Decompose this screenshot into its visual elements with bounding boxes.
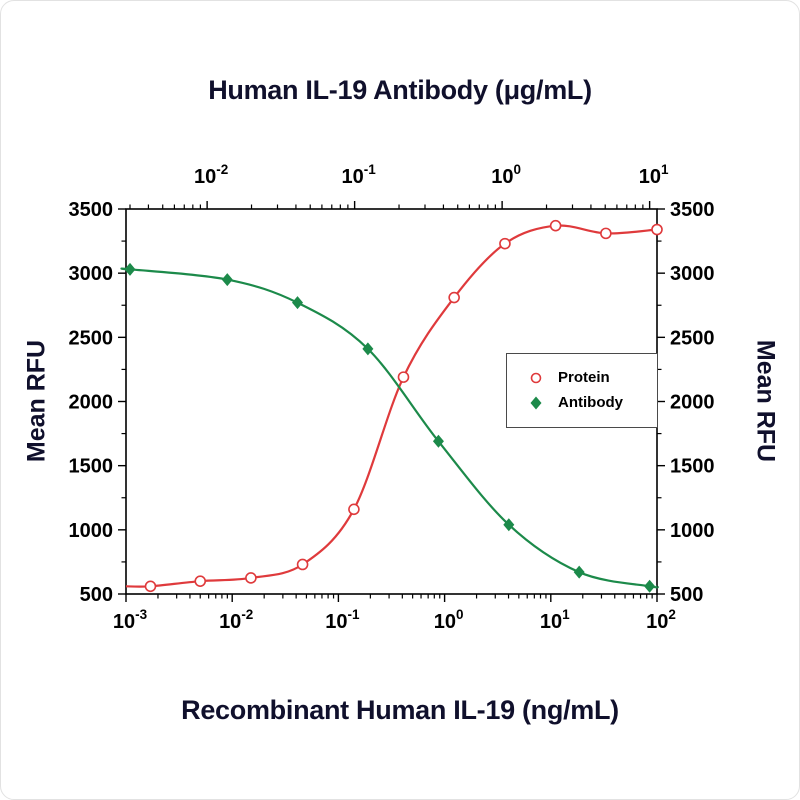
svg-text:10-3: 10-3 xyxy=(113,607,148,633)
antibody-curve xyxy=(120,267,659,589)
protein-data-point xyxy=(245,572,257,584)
antibody-data-point xyxy=(644,579,656,593)
top-axis-ticks: 10-2 10-1 100 101 xyxy=(129,162,669,209)
svg-text:2500: 2500 xyxy=(69,327,114,349)
svg-text:1000: 1000 xyxy=(670,520,715,542)
legend-rows: Protein Antibody xyxy=(507,369,657,412)
svg-text:500: 500 xyxy=(670,584,703,606)
bottom-axis-title: Recombinant Human IL-19 (ng/mL) xyxy=(181,695,619,725)
svg-text:10-2: 10-2 xyxy=(194,162,228,188)
svg-text:1500: 1500 xyxy=(69,456,114,478)
svg-text:3500: 3500 xyxy=(69,199,114,221)
protein-data-point xyxy=(194,575,207,587)
antibody-data-point xyxy=(124,262,136,276)
protein-data-point xyxy=(651,223,663,236)
svg-text:1500: 1500 xyxy=(670,456,715,478)
legend: Protein Antibody xyxy=(506,353,658,428)
svg-text:3500: 3500 xyxy=(670,199,715,221)
antibody-data-point xyxy=(503,518,515,532)
svg-text:101: 101 xyxy=(540,607,570,633)
legend-entry-antibody: Antibody xyxy=(527,394,657,412)
svg-text:3000: 3000 xyxy=(670,263,715,285)
antibody-data-point xyxy=(292,296,304,310)
svg-text:3000: 3000 xyxy=(69,263,114,285)
bottom-axis-ticks: 10-3 10-2 10-1 100 101 102 xyxy=(113,594,676,633)
filled-diamond-icon xyxy=(530,396,542,410)
series-antibody xyxy=(120,262,659,593)
svg-text:500: 500 xyxy=(80,584,113,606)
svg-text:101: 101 xyxy=(639,162,669,188)
protein-data-point xyxy=(600,227,612,240)
y-axis-ticks: 500 500 1000 1000 1500 1500 2000 2000 2500 2500 30… xyxy=(69,199,715,606)
antibody-data-point xyxy=(221,273,233,287)
svg-text:1000: 1000 xyxy=(69,520,114,542)
open-circle-icon xyxy=(530,372,542,384)
svg-text:10-1: 10-1 xyxy=(341,162,376,188)
protein-data-point xyxy=(397,371,410,383)
svg-text:10-2: 10-2 xyxy=(219,607,253,633)
svg-text:10-1: 10-1 xyxy=(325,607,360,633)
series-protein xyxy=(125,219,663,593)
protein-data-point xyxy=(499,237,511,250)
protein-data-point xyxy=(348,503,360,516)
svg-text:100: 100 xyxy=(491,162,521,188)
right-axis-title: Mean RFU xyxy=(751,339,780,463)
svg-text:2500: 2500 xyxy=(670,327,715,349)
antibody-data-point xyxy=(432,434,444,448)
protein-data-point xyxy=(448,291,460,304)
legend-label: Protein xyxy=(558,369,610,386)
antibody-data-point xyxy=(362,342,374,356)
legend-label: Antibody xyxy=(558,394,623,411)
svg-text:100: 100 xyxy=(434,607,464,633)
protein-data-point xyxy=(144,580,157,593)
top-axis-title: Human IL-19 Antibody (μg/mL) xyxy=(208,75,592,105)
svg-text:102: 102 xyxy=(646,607,676,633)
svg-text:2000: 2000 xyxy=(69,392,114,414)
svg-text:2000: 2000 xyxy=(670,392,715,414)
antibody-data-point xyxy=(573,565,585,579)
protein-data-point xyxy=(549,219,562,232)
legend-entry-protein: Protein xyxy=(527,369,657,387)
protein-data-point xyxy=(296,558,309,571)
left-axis-title: Mean RFU xyxy=(22,339,51,463)
